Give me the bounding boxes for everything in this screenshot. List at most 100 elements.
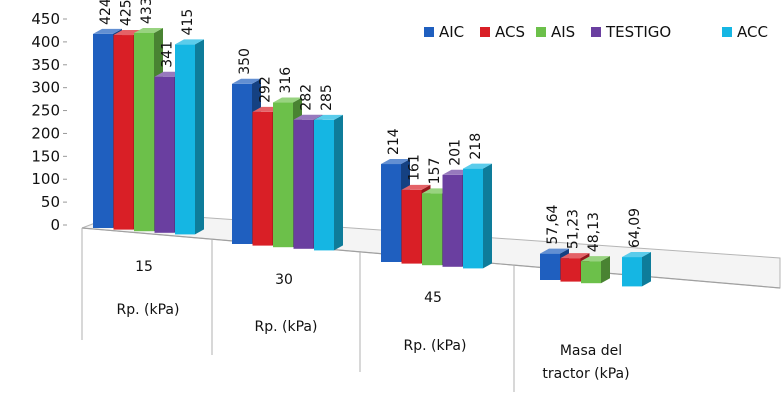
y-tick-label: 400	[31, 33, 60, 51]
legend-label: ACS	[495, 23, 525, 41]
bar-front	[540, 253, 560, 280]
data-label: 433	[139, 0, 155, 24]
category-label: 15	[135, 259, 153, 275]
bar-acc-4	[622, 252, 651, 287]
y-tick-label: 350	[31, 56, 60, 74]
data-label: 350	[237, 48, 253, 75]
category-label: tractor (kPa)	[542, 366, 629, 382]
data-label: 57,64	[545, 204, 561, 244]
legend-label: TESTIGO	[605, 23, 671, 41]
bar-top	[560, 253, 590, 259]
data-label: 48,13	[586, 212, 602, 252]
category-label: Masa del	[560, 343, 622, 359]
legend-swatch	[480, 27, 490, 37]
bar-top	[175, 39, 204, 45]
data-label: 214	[386, 128, 402, 155]
bar-front	[581, 261, 601, 284]
legend-swatch	[424, 27, 434, 37]
legend-label: AIS	[551, 23, 575, 41]
category-labels: 15 Rp. (kPa) 30 Rp. (kPa) 45 Rp. (kPa) Masa de…	[117, 259, 630, 382]
y-tick-label: 150	[31, 147, 60, 165]
y-tick-label: 300	[31, 79, 60, 97]
legend-item-testigo: TESTIGO	[591, 23, 671, 41]
bar-front	[273, 102, 293, 248]
category-label: Rp. (kPa)	[404, 338, 467, 354]
bar-ais-4	[581, 256, 610, 284]
bar-acc-2	[314, 114, 343, 251]
data-label: 161	[407, 154, 423, 181]
bars	[93, 27, 651, 287]
data-label: 316	[278, 67, 294, 94]
bar-front	[93, 33, 113, 228]
data-label: 285	[319, 84, 335, 111]
legend: AIC ACS AIS TESTIGO ACC	[424, 23, 768, 41]
bar-side	[601, 256, 610, 284]
legend-item-ais: AIS	[536, 23, 575, 41]
bar-top	[273, 97, 302, 103]
bar-top	[381, 159, 410, 165]
data-label: 282	[299, 84, 315, 111]
legend-swatch	[722, 27, 732, 37]
legend-swatch	[591, 27, 601, 37]
data-label: 64,09	[627, 208, 643, 248]
category-label: Rp. (kPa)	[117, 302, 180, 318]
legend-label: AIC	[439, 23, 464, 41]
category-label: 30	[275, 272, 293, 288]
bar-front	[560, 258, 581, 282]
bar-front	[401, 189, 422, 264]
legend-item-acc: ACC	[722, 23, 768, 41]
bar-front	[442, 174, 463, 267]
y-tick-label: 250	[31, 102, 60, 120]
bar-top	[581, 256, 610, 262]
y-tick-label: 450	[31, 10, 60, 28]
bar-front	[175, 44, 195, 235]
bar-top	[93, 28, 122, 34]
bar-front	[622, 257, 642, 287]
bar-front	[463, 168, 483, 269]
bar-acc-3	[463, 163, 492, 269]
data-label: 341	[160, 41, 176, 68]
data-label: 424	[98, 0, 114, 25]
bar-front	[314, 119, 334, 251]
data-label: 292	[258, 76, 274, 103]
bar-front	[154, 76, 175, 233]
bar-top	[463, 163, 492, 169]
data-label: 157	[427, 158, 443, 185]
bar-front	[381, 164, 401, 262]
legend-item-acs: ACS	[480, 23, 525, 41]
bar-top	[232, 78, 261, 84]
bar-top	[293, 114, 323, 120]
data-label: 51,23	[566, 209, 582, 249]
y-tick-label: 100	[31, 170, 60, 188]
bar-acc-1	[175, 39, 204, 235]
bar-top	[134, 27, 163, 33]
bar-side	[334, 114, 343, 251]
legend-swatch	[536, 27, 546, 37]
bar-side	[642, 252, 651, 287]
bar-side	[195, 39, 204, 235]
bar-side	[483, 163, 492, 269]
bar-front	[134, 32, 154, 232]
data-label: 201	[448, 139, 464, 166]
bar-top	[622, 252, 651, 258]
bar-front	[422, 193, 442, 266]
category-label: 45	[424, 290, 442, 306]
data-label: 425	[119, 0, 135, 26]
bar-top	[401, 184, 431, 190]
category-label: Rp. (kPa)	[255, 319, 318, 335]
bar-front	[252, 111, 273, 246]
y-axis: 0 50 100 150 200 250 300 350 400 450	[31, 10, 67, 234]
y-tick-label: 0	[50, 216, 60, 234]
data-label: 218	[468, 133, 484, 160]
legend-label: ACC	[737, 23, 768, 41]
y-tick-label: 50	[41, 193, 60, 211]
y-tick-label: 200	[31, 124, 60, 142]
bar-front	[232, 83, 252, 245]
legend-item-aic: AIC	[424, 23, 464, 41]
bar-front	[113, 35, 134, 230]
bar-front	[293, 119, 314, 249]
bar-top	[540, 248, 569, 254]
data-label: 415	[180, 9, 196, 36]
